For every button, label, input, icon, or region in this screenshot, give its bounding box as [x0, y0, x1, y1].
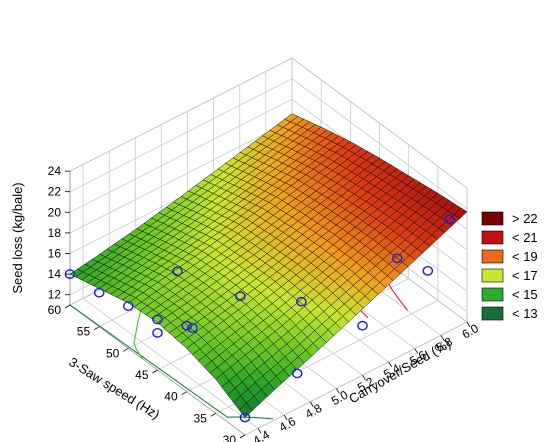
legend-label: > 22 — [512, 211, 538, 226]
legend-swatch — [481, 211, 504, 226]
legend-swatch — [481, 230, 504, 245]
data-point — [239, 412, 251, 423]
data-point — [422, 265, 434, 276]
legend: > 22 < 21 < 19 < 17 < 15 < 13 — [481, 211, 538, 321]
legend-label: < 21 — [512, 230, 538, 245]
legend-label: < 13 — [512, 306, 538, 321]
z-axis-title: Seed loss (kg/bale) — [10, 182, 25, 293]
x-tick-mark — [123, 347, 129, 352]
data-point — [291, 368, 303, 379]
legend-label: < 17 — [512, 268, 538, 283]
x-tick-mark — [181, 391, 187, 396]
contour-line — [69, 304, 274, 420]
z-tick-label: 24 — [48, 164, 62, 178]
y-tick-mark — [362, 374, 366, 381]
x-tick-label: 55 — [77, 325, 91, 339]
data-point — [172, 266, 183, 277]
x-tick-mark — [239, 434, 246, 439]
x-tick-mark — [152, 369, 158, 374]
y-tick-mark — [388, 361, 392, 368]
legend-swatch — [481, 287, 504, 302]
x-tick-mark — [93, 326, 100, 331]
x-axis-title: 3-Saw speed (Hz) — [66, 354, 162, 422]
z-tick-label: 14 — [48, 267, 62, 281]
data-point — [181, 320, 192, 331]
data-point — [123, 301, 134, 311]
y-tick-mark — [309, 401, 314, 407]
z-tick-label: 18 — [48, 226, 62, 240]
x-gridline-floor — [244, 321, 468, 436]
y-tick-mark — [414, 348, 419, 354]
x-tick-mark — [64, 304, 71, 309]
y-axis-title: Carryover/Seed (%) — [346, 336, 453, 406]
data-points — [64, 214, 455, 423]
z-tick-label: 22 — [48, 185, 62, 199]
y-tick-mark — [336, 388, 340, 394]
legend-swatch — [481, 306, 504, 321]
y-gridline-floor — [82, 298, 259, 429]
data-point — [93, 287, 105, 298]
x-tick-label: 35 — [193, 411, 207, 425]
legend-swatch — [481, 268, 504, 283]
x-tick-label: 45 — [135, 368, 149, 382]
x-tick-label: 40 — [164, 390, 178, 404]
z-tick-label: 12 — [48, 288, 62, 302]
y-tick-mark — [283, 414, 288, 421]
x-tick-mark — [210, 412, 217, 417]
legend-swatch — [481, 249, 504, 264]
data-point — [187, 323, 198, 333]
z-tick-label: 16 — [48, 247, 62, 261]
data-point — [391, 253, 403, 264]
legend-label: < 19 — [512, 249, 538, 264]
y-tick-label: 4.4 — [251, 427, 273, 442]
data-point — [357, 320, 368, 331]
data-point — [444, 214, 455, 225]
x-tick-label: 30 — [223, 433, 237, 442]
x-tick-label: 60 — [48, 303, 62, 317]
y-tick-mark — [257, 428, 262, 434]
data-point — [152, 314, 163, 325]
x-tick-label: 50 — [106, 346, 120, 360]
z-tick-label: 20 — [48, 205, 62, 219]
data-point — [152, 327, 163, 338]
data-point — [234, 291, 246, 302]
y-tick-mark — [440, 335, 445, 341]
surface-mesh — [69, 113, 468, 418]
legend-label: < 15 — [512, 287, 538, 302]
y-tick-mark — [466, 321, 471, 328]
data-point — [296, 296, 307, 307]
